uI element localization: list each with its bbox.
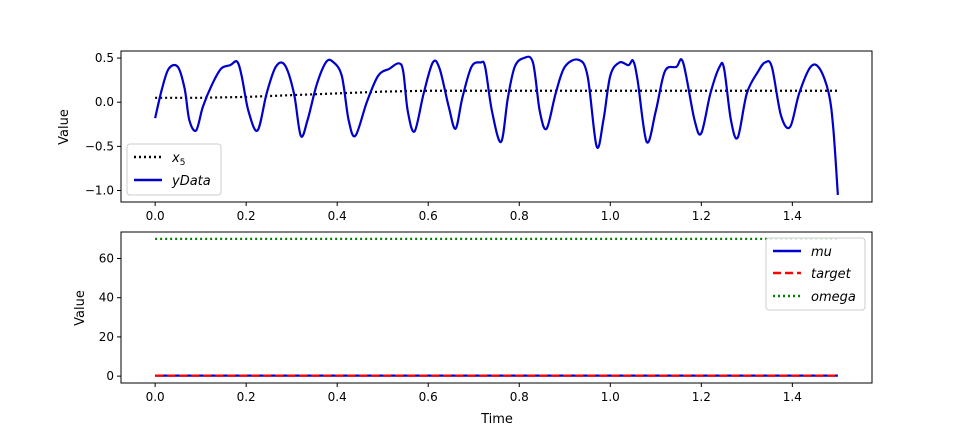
bottom-x-axis-ticks: 0.0 0.2 0.4 0.6 0.8 1.0 1.2 1.4: [146, 383, 802, 404]
bottom-x-axis-label: Time: [480, 412, 513, 427]
top-x-tick-label: 1.4: [783, 209, 802, 223]
top-plot-area: [121, 51, 872, 202]
bottom-plot-area: [121, 232, 872, 383]
bottom-y-tick-label: 20: [99, 330, 114, 344]
top-x-tick-label: 0.4: [328, 209, 347, 223]
top-x-axis-ticks: 0.0 0.2 0.4 0.6 0.8 1.0 1.2 1.4: [146, 202, 802, 223]
top-x-tick-label: 0.6: [419, 209, 438, 223]
bottom-x-tick-label: 0.2: [237, 390, 256, 404]
top-series-group: [154, 55, 839, 196]
bottom-x-tick-label: 0.4: [328, 390, 347, 404]
bottom-x-tick-label: 1.4: [783, 390, 802, 404]
top-plot-frame: [120, 50, 873, 203]
bottom-series-group: [155, 237, 838, 377]
top-series-ydata: [154, 55, 839, 196]
bottom-x-tick-label: 0.8: [510, 390, 529, 404]
bottom-y-axis-label: Value: [73, 290, 88, 326]
top-y-axis-label: Value: [57, 109, 72, 145]
bottom-y-tick-label: 60: [99, 251, 114, 265]
top-y-tick-label: 0.5: [95, 51, 114, 65]
top-y-tick-label: 0.0: [95, 95, 114, 109]
bottom-legend-box: [765, 237, 866, 311]
bottom-x-tick-label: 1.0: [601, 390, 620, 404]
bottom-legend-label-omega: omega: [811, 290, 856, 305]
bottom-x-tick-label: 0.6: [419, 390, 438, 404]
bottom-legend-label-mu: mu: [811, 245, 832, 260]
bottom-x-tick-label: 1.2: [692, 390, 711, 404]
bottom-plot-frame: [120, 231, 873, 384]
bottom-y-tick-label: 0: [106, 369, 114, 383]
top-y-tick-label: −0.5: [85, 139, 114, 153]
bottom-legend: mu target omega: [765, 237, 866, 311]
top-legend-label-x5: x5: [171, 151, 185, 168]
bottom-x-tick-label: 0.0: [146, 390, 165, 404]
top-subplot: 0.0 0.2 0.4 0.6 0.8 1.0 1.2 1.4 0.50.0−0.5−1.0 …: [57, 50, 873, 223]
bottom-y-axis-ticks: 0 20 40 60: [99, 251, 121, 383]
top-x-tick-label: 1.2: [692, 209, 711, 223]
top-legend-label-ydata: yData: [171, 174, 211, 189]
top-series-x-5: [155, 89, 838, 99]
top-legend: x5 yData: [126, 143, 222, 196]
bottom-y-tick-label: 40: [99, 291, 114, 305]
top-x-tick-label: 1.0: [601, 209, 620, 223]
top-y-axis-ticks: 0.5 0.0 −0.5 −1.0: [85, 51, 121, 198]
top-x-tick-label: 0.8: [510, 209, 529, 223]
top-x-tick-label: 0.0: [146, 209, 165, 223]
bottom-subplot: 0.0 0.2 0.4 0.6 0.8 1.0 1.2 1.4 0 20 40 60 Value T…: [73, 231, 873, 427]
top-y-tick-label: −1.0: [85, 184, 114, 198]
bottom-legend-label-target: target: [811, 267, 852, 282]
top-x-tick-label: 0.2: [237, 209, 256, 223]
